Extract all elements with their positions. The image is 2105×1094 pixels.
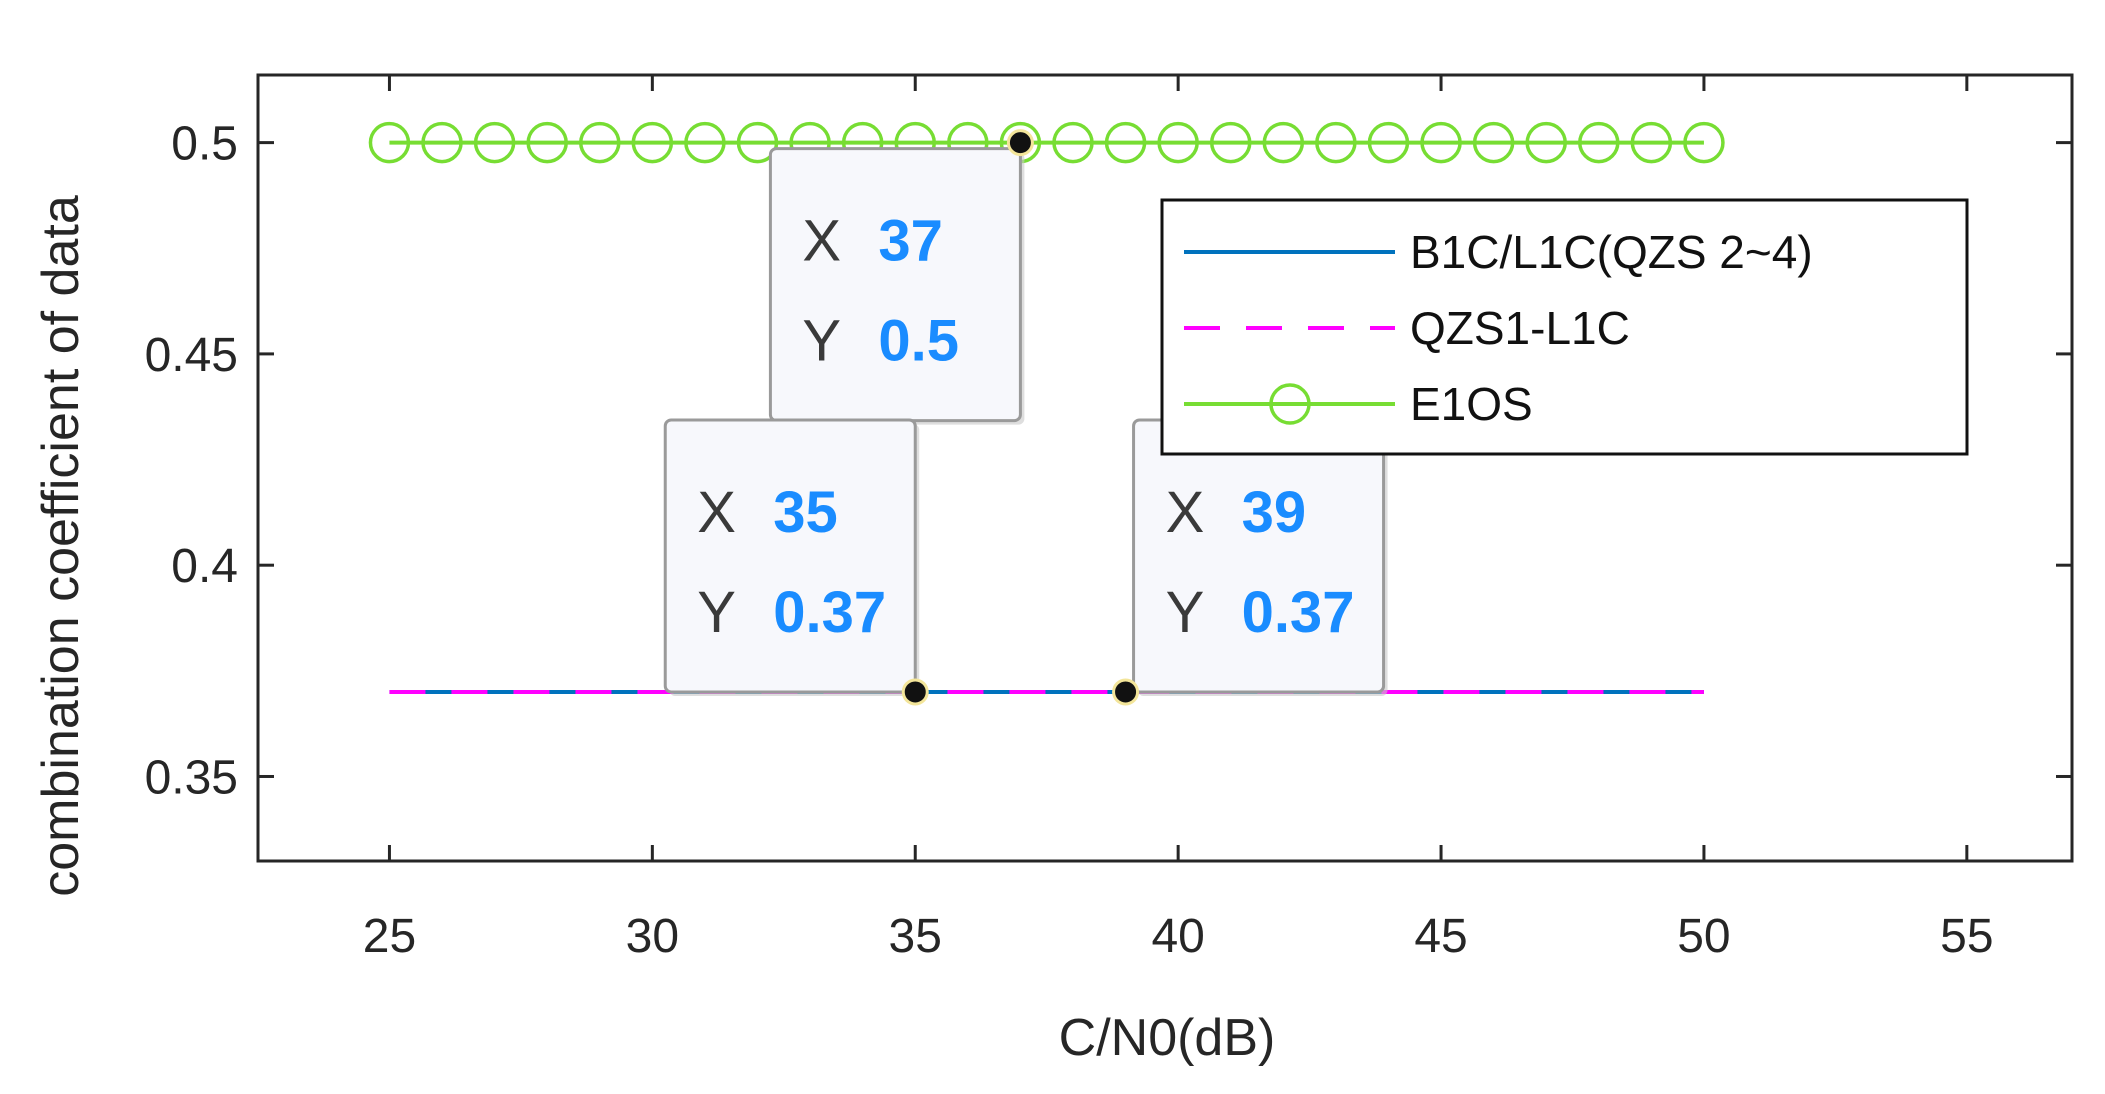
x-tick-label: 40 (1151, 910, 1204, 963)
series-marker (421, 121, 463, 164)
x-tick-label: 45 (1414, 910, 1467, 963)
y-tick-label: 0.35 (145, 751, 238, 804)
series-marker (1209, 121, 1252, 164)
y-axis-label: combination coefficient of data (32, 195, 90, 897)
series-marker (1525, 121, 1567, 164)
series-marker (631, 121, 674, 164)
series-marker (684, 121, 726, 164)
x-tick-label: 50 (1677, 910, 1730, 963)
datatip-y-value: 0.37 (1242, 580, 1355, 645)
datatip-y-key: Y (697, 580, 736, 645)
datatip-y-key: Y (1166, 580, 1205, 645)
legend-marker (1269, 383, 1311, 425)
datatip-y-value: 0.37 (773, 580, 886, 645)
y-axis-ticks: 0.35 0.4 0.45 0.5 (145, 118, 2072, 804)
y-tick-label: 0.5 (171, 118, 238, 171)
legend-entry-0: B1C/L1C(QZS 2~4) (1184, 226, 1813, 278)
datatip-x-key: X (697, 480, 736, 545)
datatip-2: X 39 Y 0.37 (1112, 418, 1388, 706)
series-layer (368, 121, 1725, 694)
datatip-box (768, 147, 1022, 423)
legend-label: QZS1-L1C (1410, 302, 1630, 354)
datatip-marker (1006, 129, 1034, 157)
legend-entry-2: E1OS (1184, 378, 1533, 430)
series-marker (1104, 121, 1147, 164)
series-marker (1683, 121, 1725, 164)
x-axis-ticks: 25 30 35 40 45 50 55 (363, 75, 1994, 963)
datatips-layer: X 37 Y 0.5 X 35 Y 0.37 X 39 Y 0.37 (663, 129, 1388, 706)
y-tick-label: 0.4 (171, 540, 238, 593)
x-tick-label: 55 (1940, 910, 1993, 963)
series-marker (1630, 121, 1673, 164)
series-marker (1578, 121, 1620, 164)
series-2 (368, 121, 1725, 164)
datatip-box (663, 418, 917, 694)
datatip-x-key: X (802, 209, 841, 274)
series-marker (579, 121, 621, 164)
datatip-0: X 37 Y 0.5 (768, 129, 1034, 425)
series-marker (1315, 121, 1357, 164)
series-marker (1367, 121, 1410, 164)
datatip-x-key: X (1166, 480, 1205, 545)
legend: B1C/L1C(QZS 2~4) QZS1-L1C E1OS (1160, 198, 1969, 456)
datatip-y-key: Y (802, 309, 841, 374)
x-tick-label: 25 (363, 910, 416, 963)
datatip-x-value: 39 (1242, 480, 1307, 545)
datatip-x-value: 37 (878, 209, 943, 274)
x-tick-label: 30 (626, 910, 679, 963)
series-marker (1472, 121, 1515, 164)
datatip-1: X 35 Y 0.37 (663, 418, 929, 706)
series-marker (1262, 121, 1305, 164)
series-marker (736, 121, 779, 164)
datatip-y-value: 0.5 (878, 309, 959, 374)
x-tick-label: 35 (889, 910, 942, 963)
series-marker (368, 121, 411, 164)
x-axis-label: C/N0(dB) (1059, 1009, 1276, 1067)
series-marker (1052, 121, 1094, 164)
y-tick-label: 0.45 (145, 329, 238, 382)
legend-entry-1: QZS1-L1C (1184, 302, 1630, 354)
datatip-marker (1112, 678, 1140, 706)
legend-box (1160, 198, 1969, 456)
legend-label: B1C/L1C(QZS 2~4) (1410, 226, 1813, 278)
datatip-box (1132, 418, 1386, 694)
series-marker (1420, 121, 1462, 164)
series-marker (1157, 121, 1199, 164)
series-marker (526, 121, 568, 164)
datatip-x-value: 35 (773, 480, 838, 545)
datatip-marker (901, 678, 929, 706)
series-marker (473, 121, 516, 164)
legend-label: E1OS (1410, 378, 1533, 430)
